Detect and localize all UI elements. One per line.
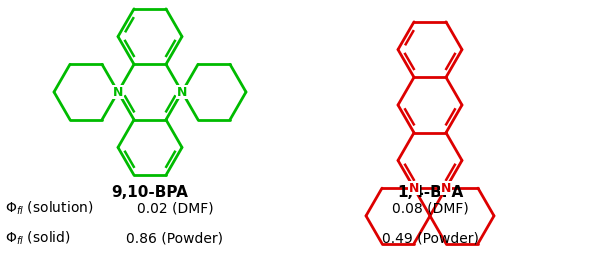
Text: 1,4-BPA: 1,4-BPA (397, 185, 463, 200)
Text: N: N (177, 85, 187, 99)
Text: 0.49 (Powder): 0.49 (Powder) (382, 231, 478, 245)
Text: N: N (409, 182, 419, 195)
Text: $\Phi_{fl}$ (solution): $\Phi_{fl}$ (solution) (5, 199, 94, 217)
Text: N: N (441, 182, 451, 195)
Text: 9,10-BPA: 9,10-BPA (112, 185, 188, 200)
Text: 0.08 (DMF): 0.08 (DMF) (392, 201, 469, 215)
Text: 0.02 (DMF): 0.02 (DMF) (137, 201, 214, 215)
Text: $\Phi_{fl}$ (solid): $\Phi_{fl}$ (solid) (5, 229, 71, 247)
Text: N: N (113, 85, 123, 99)
Text: 0.86 (Powder): 0.86 (Powder) (127, 231, 223, 245)
